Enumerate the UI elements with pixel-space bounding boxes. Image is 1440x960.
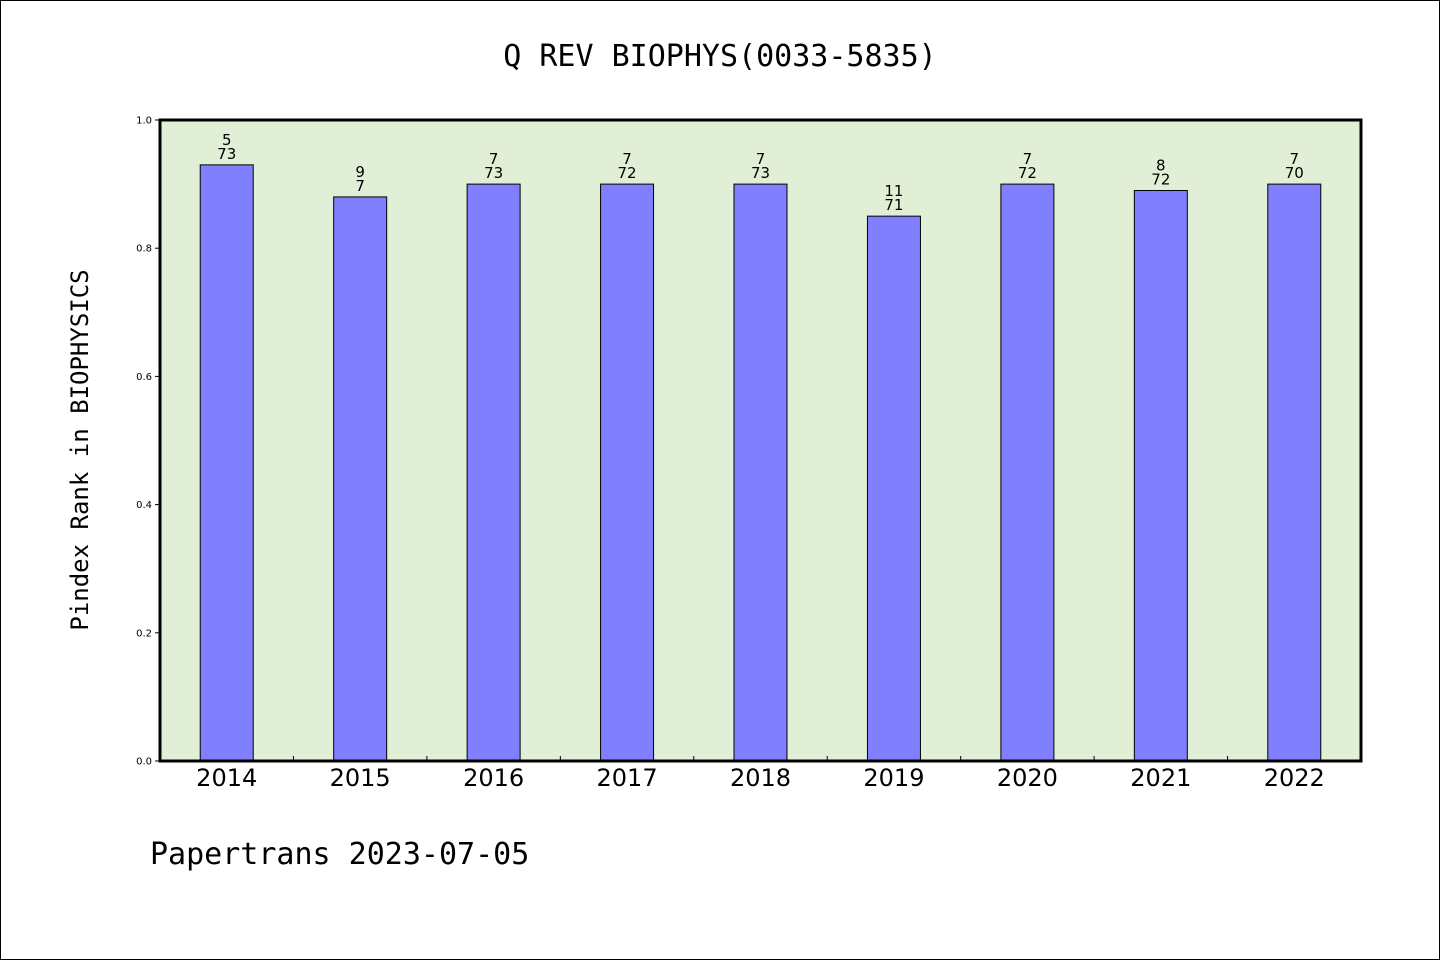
bar-2016 bbox=[466, 183, 521, 762]
bar-rank-label: 7 bbox=[622, 150, 632, 168]
bar-2022 bbox=[1267, 183, 1322, 762]
bar-rank-label: 8 bbox=[1156, 157, 1166, 175]
bar-total-label: 72 bbox=[618, 164, 637, 182]
bar-total-label: 73 bbox=[217, 145, 236, 163]
x-tick-label: 2022 bbox=[1264, 764, 1325, 792]
x-tick-label: 2020 bbox=[997, 764, 1058, 792]
y-tick-label: 0.2 bbox=[136, 628, 152, 639]
footer-text: Papertrans 2023-07-05 bbox=[150, 837, 529, 872]
y-tick-label: 0.0 bbox=[136, 757, 152, 768]
bar-2020 bbox=[1000, 183, 1055, 762]
chart-title: Q REV BIOPHYS(0033-5835) bbox=[503, 39, 936, 74]
bar-rank-label: 11 bbox=[884, 182, 903, 200]
bar-total-label: 70 bbox=[1285, 164, 1304, 182]
x-tick-label: 2018 bbox=[730, 764, 791, 792]
bar-total-label: 71 bbox=[884, 196, 903, 214]
bar-rank-label: 5 bbox=[222, 131, 232, 149]
plot-border bbox=[158, 118, 1363, 763]
y-axis: 0.0 0.2 0.4 0.6 0.8 1.0 bbox=[136, 116, 160, 768]
bar-rank-label: 7 bbox=[756, 150, 766, 168]
bar-2019 bbox=[866, 215, 921, 762]
bar-total-label: 72 bbox=[1151, 171, 1170, 189]
bar-2021 bbox=[1133, 190, 1188, 762]
bar-2015 bbox=[333, 196, 388, 762]
y-axis-label: Pindex Rank in BIOPHYSICS bbox=[66, 269, 94, 630]
bars-group bbox=[199, 164, 1322, 762]
y-tick-label: 1.0 bbox=[136, 116, 152, 127]
bar-rank-label: 7 bbox=[489, 150, 499, 168]
bar-rank-label: 9 bbox=[355, 163, 365, 181]
y-tick-label: 0.8 bbox=[136, 244, 152, 255]
x-tick-label: 2021 bbox=[1130, 764, 1191, 792]
bar-2014 bbox=[199, 164, 254, 762]
bar-total-label: 7 bbox=[355, 177, 365, 195]
bar-2018 bbox=[733, 183, 788, 762]
x-tick-label: 2019 bbox=[863, 764, 924, 792]
x-axis: 2014 2015 2016 2017 2018 2019 2020 2021 2022 bbox=[196, 756, 1325, 792]
bar-rank-label: 7 bbox=[1023, 150, 1033, 168]
y-tick-label: 0.6 bbox=[136, 372, 152, 383]
y-tick-label: 0.4 bbox=[136, 500, 152, 511]
x-tick-label: 2017 bbox=[597, 764, 658, 792]
bar-total-label: 72 bbox=[1018, 164, 1037, 182]
x-tick-label: 2016 bbox=[463, 764, 524, 792]
bar-rank-label: 7 bbox=[1290, 150, 1300, 168]
bar-2017 bbox=[600, 183, 655, 762]
bar-total-label: 73 bbox=[484, 164, 503, 182]
bar-total-label: 73 bbox=[751, 164, 770, 182]
x-tick-label: 2015 bbox=[330, 764, 391, 792]
x-tick-label: 2014 bbox=[196, 764, 257, 792]
